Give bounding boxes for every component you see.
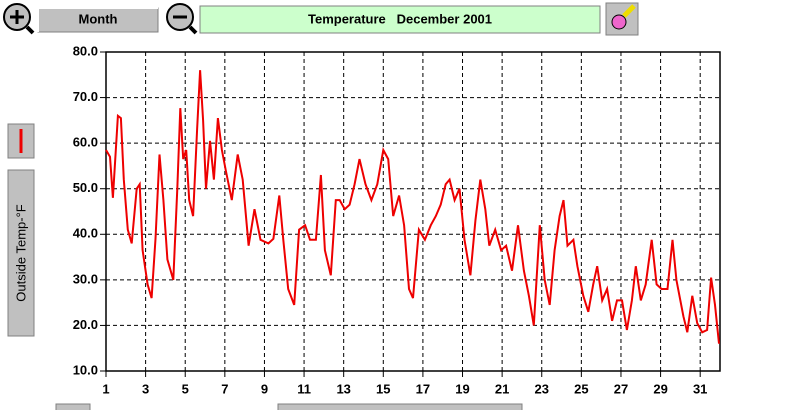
y-axis-label: Outside Temp-°F — [13, 204, 28, 301]
zoom-out-button[interactable] — [166, 3, 198, 35]
button-label: Month — [79, 11, 118, 26]
x-tick-label: 27 — [614, 381, 628, 396]
y-tick-label: 40.0 — [73, 226, 98, 241]
x-tick-label: 11 — [297, 381, 311, 396]
y-tick-label: 80.0 — [73, 43, 98, 58]
scroll-button[interactable] — [55, 403, 91, 410]
y-tick-label: 10.0 — [73, 362, 98, 377]
y-tick-label: 60.0 — [73, 135, 98, 150]
x-tick-label: 3 — [142, 381, 149, 396]
plot-frame — [105, 51, 721, 372]
chart-title: Temperature December 2001 — [308, 11, 492, 26]
zoom-in-button[interactable] — [3, 3, 35, 35]
button-face — [37, 7, 159, 33]
x-tick-label: 9 — [261, 381, 268, 396]
zoom-handle — [25, 25, 35, 35]
x-tick-label: 1 — [102, 381, 109, 396]
period-button[interactable]: Month — [37, 7, 159, 33]
series-color-button[interactable] — [7, 123, 35, 159]
scroll-bar[interactable] — [277, 403, 523, 410]
x-tick-label: 31 — [693, 381, 707, 396]
zoom-handle — [188, 25, 198, 35]
button-face — [7, 169, 35, 337]
icon-pencil — [622, 4, 636, 18]
axis-label-button[interactable]: Outside Temp-°F — [7, 169, 35, 337]
title-box — [199, 5, 601, 34]
x-tick-label: 23 — [535, 381, 549, 396]
y-tick-label: 50.0 — [73, 180, 98, 195]
button-bevel — [37, 7, 158, 32]
x-tick-label: 7 — [221, 381, 228, 396]
x-tick-label: 25 — [574, 381, 588, 396]
options-button[interactable] — [605, 2, 639, 36]
x-tick-label: 29 — [653, 381, 667, 396]
temperature-line — [105, 70, 720, 344]
y-tick-label: 70.0 — [73, 89, 98, 104]
y-tick-label: 20.0 — [73, 317, 98, 332]
x-tick-label: 13 — [336, 381, 350, 396]
x-tick-label: 17 — [416, 381, 430, 396]
plot-area — [106, 52, 720, 371]
x-tick-label: 15 — [376, 381, 390, 396]
icon-ball — [611, 14, 627, 30]
plot: 10.020.030.040.050.060.070.080.01 3 5 7 9 11 1… — [73, 43, 721, 396]
x-tick-label: 21 — [495, 381, 509, 396]
x-tick-label: 5 — [182, 381, 189, 396]
plus-sign — [10, 10, 24, 24]
y-tick-label: 30.0 — [73, 271, 98, 286]
x-tick-label: 19 — [455, 381, 469, 396]
